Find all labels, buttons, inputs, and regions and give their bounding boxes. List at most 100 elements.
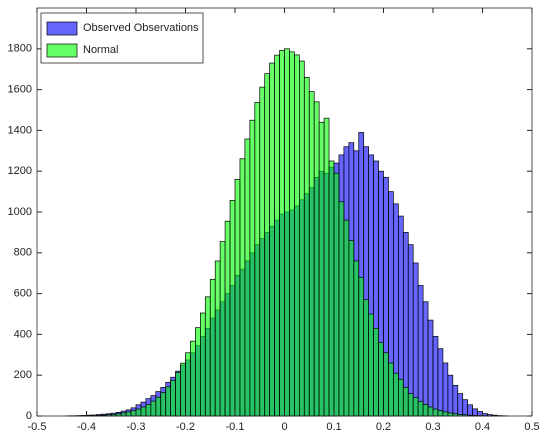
bar [447,374,454,417]
bar [353,260,360,417]
bar [407,244,414,417]
bar [200,312,206,417]
bar [264,73,271,417]
bar [467,404,473,417]
bar [457,393,464,417]
x-tick-label: 0 [281,421,287,433]
bar [195,327,201,417]
bar [452,385,459,417]
y-tick-label: 1200 [8,165,32,177]
bar [204,296,211,417]
bar [432,408,439,417]
bar [239,158,246,417]
bar [170,379,176,417]
bar [254,102,261,417]
bar [328,160,335,417]
y-tick-label: 0 [26,410,32,422]
x-tick-label: -0.4 [77,421,96,433]
bar [308,91,315,417]
bar [284,48,290,417]
y-tick-label: 400 [14,328,32,340]
bar [333,172,340,417]
bar [338,201,345,417]
bar [373,327,379,417]
bar [398,378,404,417]
y-tick-label: 800 [14,247,32,259]
bar [150,400,157,417]
bar [279,50,285,417]
bar [180,362,186,417]
bar [393,372,399,417]
bar [363,299,370,417]
y-tick-label: 1000 [8,206,32,218]
bar [219,241,226,417]
bar [437,348,444,417]
y-tick-label: 200 [14,369,32,381]
x-tick-label: 0.2 [376,421,391,433]
bar [294,54,300,417]
legend-label: Observed Observations [83,22,199,34]
x-tick-label: -0.5 [28,421,47,433]
bar [175,371,181,417]
bar [447,412,454,417]
bar [249,119,256,417]
bar [229,200,236,417]
bar [412,262,419,417]
bar [432,336,439,417]
legend-label: Normal [83,44,118,56]
bar [274,54,280,417]
bar [358,276,365,417]
bar [442,411,449,417]
bar [259,86,266,417]
bar [120,412,127,417]
y-tick-label: 1400 [8,124,32,136]
bar [289,51,295,417]
bar [303,77,310,417]
x-tick-label: 0.4 [475,421,490,433]
bar [343,219,350,417]
bar [462,399,469,417]
bar [244,138,251,417]
x-tick-label: 0.1 [326,421,341,433]
bar [427,319,434,417]
y-tick-label: 1600 [8,84,32,96]
x-tick-label: -0.1 [226,421,245,433]
x-tick-label: 0.5 [524,421,539,433]
bar [145,404,152,417]
bar [140,406,147,417]
bar [472,408,478,417]
bar [422,404,429,417]
bar [135,408,142,417]
bar [378,342,384,417]
bar [412,397,419,417]
bar [427,406,434,417]
bar [417,285,424,417]
x-tick-label: 0.3 [425,421,440,433]
bar [407,393,414,417]
legend-swatch [46,43,78,58]
bar [318,121,325,417]
bar [437,410,444,417]
y-tick-label: 1800 [8,43,32,55]
bar [165,386,171,417]
bar [417,400,424,417]
bar [388,362,394,417]
bar [422,301,429,417]
x-tick-label: -0.3 [127,421,146,433]
bar [234,179,241,417]
bar [368,313,374,417]
y-tick-label: 600 [14,288,32,300]
bar [402,387,409,417]
bar [348,240,355,417]
bar [160,392,167,417]
legend: Observed Observations Normal [40,12,204,64]
legend-swatch [46,21,78,36]
bar [299,60,305,417]
bar [190,340,196,417]
bar [383,352,389,417]
bar [209,278,216,417]
bar [214,260,221,417]
bar [224,220,231,417]
bar [323,117,330,417]
